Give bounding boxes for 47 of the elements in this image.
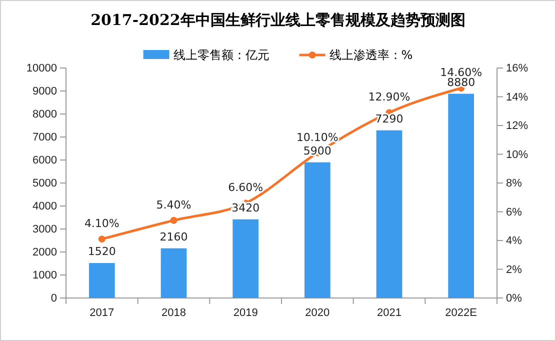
y-tick-label: 9000 — [32, 86, 57, 98]
chart-title: 2017-2022年中国生鲜行业线上零售规模及趋势预测图 — [90, 11, 466, 29]
point — [98, 236, 106, 243]
x-tick-label: 2019 — [233, 306, 258, 319]
y2-tick-label: 6% — [506, 206, 522, 218]
y-tick-label: 5000 — [32, 178, 57, 190]
x-tick-label: 2020 — [305, 306, 330, 319]
y-tick-label: 7000 — [32, 132, 57, 144]
data-label: 12.90% — [368, 90, 410, 104]
y2-tick-label: 14% — [506, 91, 528, 104]
data-label: 3420 — [232, 201, 260, 214]
data-label: 7290 — [375, 112, 404, 126]
bar — [304, 162, 330, 298]
legend-label: 线上渗透率：% — [329, 48, 413, 62]
y-tick-label: 3000 — [32, 224, 57, 236]
y-tick-label: 8000 — [32, 108, 57, 121]
x-tick-label: 2018 — [162, 306, 186, 319]
y2-tick-label: 2% — [506, 264, 522, 276]
y2-tick-label: 8% — [506, 178, 522, 190]
bar — [160, 248, 187, 298]
x-tick-label: 2022E — [445, 306, 477, 319]
bar — [448, 94, 474, 298]
x-tick-label: 2017 — [90, 306, 114, 319]
y2-tick-label: 0% — [506, 292, 522, 305]
data-label: 10.10% — [296, 130, 338, 144]
x-tick-label: 2021 — [377, 306, 402, 319]
point — [170, 216, 178, 224]
y-tick-label: 2000 — [32, 246, 57, 259]
y2-tick-label: 12% — [506, 120, 528, 132]
data-label: 4.10% — [84, 217, 120, 230]
bar — [88, 263, 115, 298]
y-tick-label: 10000 — [26, 62, 57, 75]
legend-label: 线上零售额：亿元 — [173, 48, 270, 62]
bar — [376, 130, 402, 298]
bar — [232, 219, 259, 298]
y-tick-label: 4000 — [32, 200, 57, 213]
y-tick-label: 6000 — [32, 154, 57, 167]
data-label: 2160 — [160, 230, 188, 244]
y2-tick-label: 10% — [506, 148, 528, 161]
data-label: 8880 — [447, 76, 476, 89]
y2-tick-label: 16% — [506, 62, 528, 75]
y-tick-label: 0 — [50, 292, 57, 305]
data-label: 6.60% — [228, 181, 264, 194]
data-label: 5.40% — [156, 198, 192, 212]
y2-tick-label: 4% — [506, 235, 522, 248]
data-label: 1520 — [88, 245, 116, 258]
y-tick-label: 1000 — [32, 270, 57, 282]
